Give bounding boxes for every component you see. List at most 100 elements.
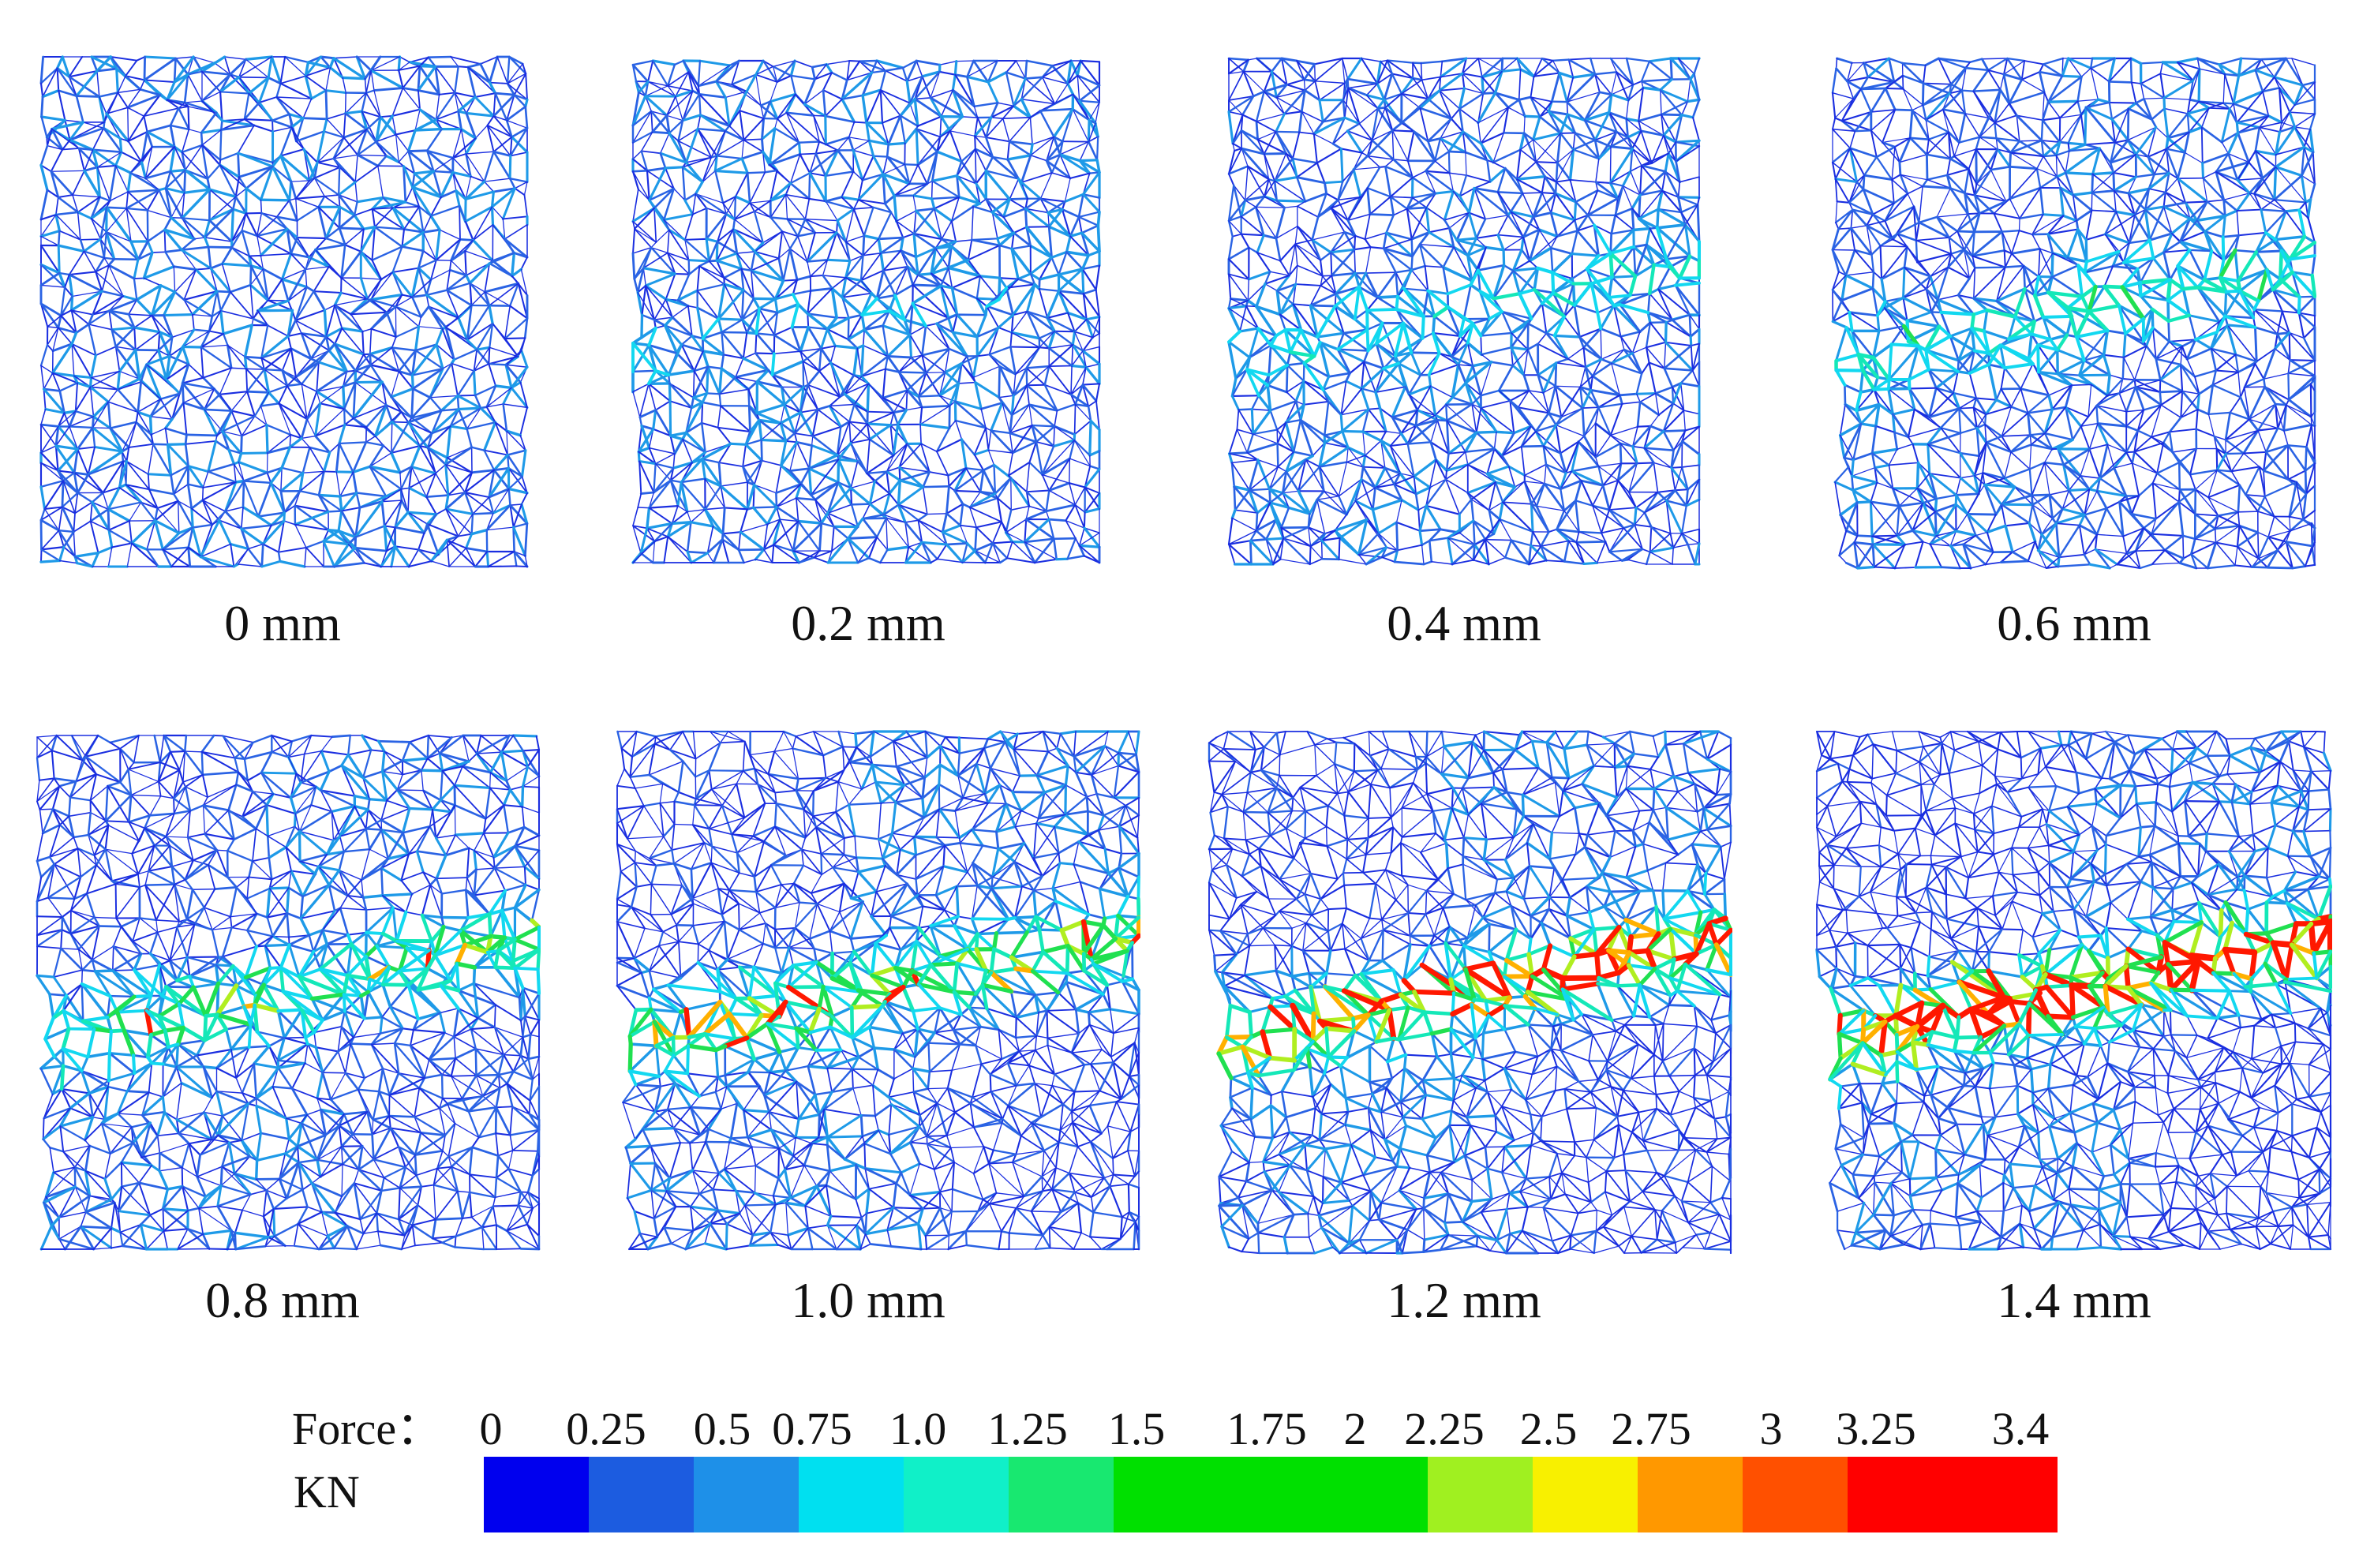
force-chain-contact: [826, 486, 852, 515]
force-chain-contact: [314, 435, 331, 454]
force-chain-contact: [137, 410, 152, 418]
force-chain-contact: [925, 325, 950, 350]
force-chain-contact: [796, 440, 813, 447]
force-chain-contact: [507, 73, 526, 84]
force-chain-contact: [1500, 57, 1504, 73]
force-chain-contact: [1242, 58, 1250, 73]
force-chain-network: [39, 55, 529, 568]
force-chain-contact: [126, 189, 160, 193]
force-chain-contact: [799, 410, 814, 438]
force-chain-contact: [381, 488, 403, 503]
force-chain-contact: [425, 149, 455, 159]
force-chain-contact: [317, 205, 328, 240]
force-chain-contact: [1047, 518, 1067, 522]
force-chain-contact: [200, 346, 233, 369]
force-chain-contact: [755, 59, 765, 77]
force-chain-contact: [820, 522, 835, 528]
force-chain-contact: [1030, 155, 1047, 162]
force-chain-contact: [322, 540, 350, 546]
force-chain-contact: [167, 443, 190, 468]
force-chain-contact: [270, 511, 286, 527]
force-chain-contact: [1244, 195, 1266, 202]
force-chain-contact: [877, 238, 882, 255]
force-chain-contact: [105, 230, 140, 261]
force-chain-contact: [371, 208, 405, 230]
force-chain-contact: [884, 368, 901, 373]
force-chain-contact: [701, 458, 706, 481]
force-chain-contact: [201, 487, 204, 501]
force-chain-contact: [1319, 251, 1332, 261]
force-chain-contact: [450, 238, 462, 262]
force-chain-contact: [41, 89, 60, 99]
force-chain-contact: [1481, 92, 1497, 95]
force-chain-contact: [668, 434, 684, 441]
force-chain-contact: [1559, 132, 1575, 151]
force-chain-contact: [1229, 298, 1249, 302]
force-chain-contact: [1594, 181, 1619, 200]
force-chain-contact: [514, 187, 526, 196]
force-chain-contact: [269, 481, 286, 515]
force-chain-contact: [89, 354, 97, 380]
force-chain-contact: [1511, 267, 1539, 272]
force-chain-contact: [860, 344, 865, 378]
force-chain-contact: [717, 426, 732, 445]
force-chain-contact: [945, 542, 968, 546]
force-chain-contact: [893, 411, 899, 426]
force-chain-contact: [1080, 231, 1101, 253]
force-chain-contact: [130, 541, 148, 551]
force-chain-contact: [492, 93, 516, 118]
force-chain-contact: [1448, 211, 1470, 229]
force-chain-contact: [1061, 208, 1080, 219]
force-chain-contact: [1477, 264, 1505, 271]
force-chain-contact: [114, 165, 129, 193]
force-chain-contact: [184, 100, 203, 103]
force-chain-contact: [184, 443, 189, 467]
force-chain-contact: [61, 506, 77, 515]
force-chain-contact: [806, 231, 816, 263]
force-chain-contact: [692, 396, 704, 404]
force-chain-contact: [1354, 234, 1366, 241]
force-chain-contact: [1295, 176, 1326, 185]
force-chain-contact: [277, 551, 281, 563]
force-chain-contact: [316, 161, 341, 169]
force-chain-contact: [950, 196, 960, 222]
force-chain-contact: [200, 144, 209, 180]
force-chain-contact: [1029, 117, 1033, 145]
force-chain-contact: [747, 404, 761, 421]
force-chain-contact: [275, 95, 290, 116]
force-chain-contact: [418, 65, 437, 68]
force-chain-contact: [1071, 350, 1084, 367]
force-chain-contact: [57, 314, 62, 329]
force-chain-contact: [683, 193, 697, 202]
force-chain-contact: [513, 93, 527, 108]
force-chain-contact: [904, 522, 909, 548]
force-chain-contact: [692, 365, 710, 399]
force-chain-contact: [57, 327, 73, 345]
force-chain-contact: [1630, 165, 1642, 172]
force-chain-contact: [68, 76, 77, 97]
force-chain-contact: [852, 170, 863, 181]
force-chain-contact: [916, 272, 933, 277]
force-chain-contact: [990, 429, 1014, 455]
force-chain-contact: [391, 336, 397, 349]
force-chain-contact: [288, 436, 303, 449]
force-chain-contact: [1397, 287, 1405, 298]
force-chain-contact: [968, 497, 999, 508]
force-chain-contact: [395, 305, 420, 327]
force-chain-contact: [790, 74, 796, 95]
force-chain-contact: [886, 517, 889, 551]
force-chain-contact: [1477, 58, 1483, 78]
force-chain-contact: [1256, 252, 1282, 262]
force-chain-contact: [1625, 57, 1634, 86]
force-chain-contact: [897, 371, 927, 374]
force-chain-contact: [76, 426, 94, 451]
force-chain-contact: [908, 546, 932, 563]
force-chain-contact: [1096, 210, 1101, 227]
force-chain-contact: [677, 505, 688, 513]
force-chain-contact: [769, 100, 779, 121]
force-chain-contact: [219, 91, 223, 122]
force-chain-contact: [754, 548, 766, 561]
force-chain-contact: [1664, 170, 1681, 183]
force-chain-contact: [422, 231, 437, 261]
force-chain-contact: [505, 105, 527, 122]
